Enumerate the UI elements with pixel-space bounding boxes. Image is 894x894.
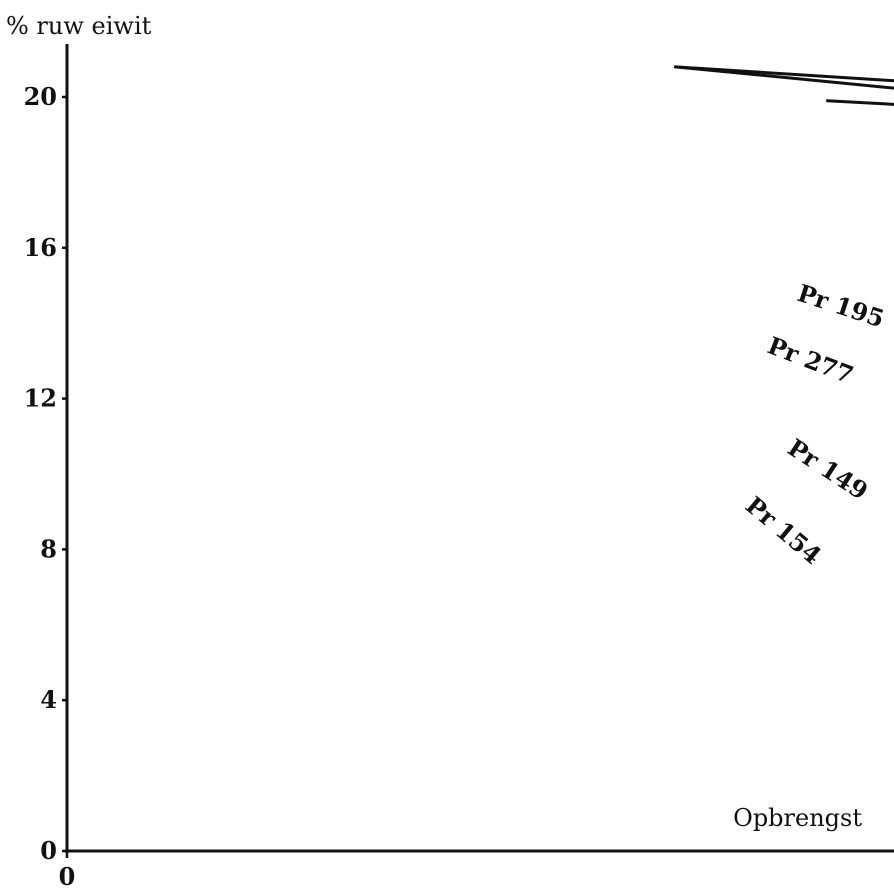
- y-tick-label: 0: [40, 836, 57, 865]
- series-label-pr-195: Pr 195: [794, 278, 888, 333]
- x-axis-title: Opbrengst: [733, 804, 862, 832]
- series-label-pr-149: Pr 149: [783, 433, 874, 506]
- y-axis-title: % ruw eiwit: [6, 12, 152, 40]
- y-tick-label: 8: [40, 534, 57, 563]
- series-label-pr-277: Pr 277: [764, 331, 858, 390]
- series-label-pr-154: Pr 154: [740, 490, 827, 570]
- y-tick-label: 20: [24, 82, 57, 111]
- y-tick-label: 4: [40, 685, 57, 714]
- series-line-pr-277: [673, 65, 894, 83]
- y-tick-label: 16: [24, 233, 57, 262]
- x-tick-label: 0: [59, 862, 76, 891]
- y-tick-label: 12: [24, 384, 57, 413]
